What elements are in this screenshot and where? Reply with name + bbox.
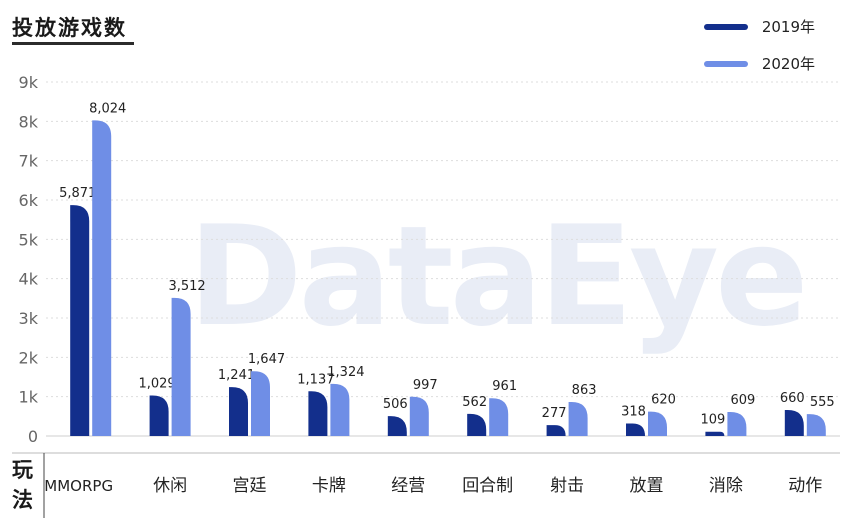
y-tick-label: 4k bbox=[19, 270, 39, 289]
category-label: 动作 bbox=[788, 476, 822, 496]
data-label: 609 bbox=[730, 393, 755, 408]
y-tick-label: 0 bbox=[28, 427, 38, 446]
data-label: 318 bbox=[621, 404, 646, 419]
y-tick-label: 7k bbox=[19, 152, 39, 171]
legend-swatch-2020 bbox=[703, 60, 748, 67]
y-tick-label: 8k bbox=[19, 112, 39, 131]
data-label: 109 bbox=[700, 413, 725, 428]
data-label: 1,137 bbox=[297, 372, 334, 387]
bar-2020 bbox=[806, 414, 826, 436]
legend-label-2019: 2019年 bbox=[761, 18, 815, 36]
bar-2020 bbox=[727, 412, 747, 436]
bar-2020 bbox=[171, 297, 191, 436]
bar-2019 bbox=[70, 205, 90, 436]
data-label: 506 bbox=[383, 397, 408, 412]
data-label: 863 bbox=[572, 383, 597, 398]
category-label: MMORPG bbox=[44, 477, 113, 495]
y-tick-label: 2k bbox=[19, 348, 39, 367]
bar-2019 bbox=[705, 431, 725, 436]
bar-2019 bbox=[784, 410, 804, 436]
legend: 2019年 2020年 bbox=[703, 16, 815, 74]
data-label: 3,512 bbox=[168, 279, 205, 294]
legend-swatch-2019 bbox=[703, 23, 748, 30]
category-label: 放置 bbox=[630, 476, 664, 496]
x-axis-title: 玩法 bbox=[12, 458, 33, 512]
bar-2019 bbox=[626, 423, 645, 436]
bar-2020 bbox=[330, 383, 350, 436]
bar-2019 bbox=[229, 387, 248, 436]
data-label: 1,241 bbox=[218, 368, 255, 383]
category-label: 射击 bbox=[550, 476, 584, 496]
y-tick-label: 3k bbox=[19, 309, 39, 328]
data-label: 997 bbox=[413, 378, 438, 393]
data-label: 555 bbox=[810, 395, 835, 410]
bar-2020 bbox=[251, 371, 270, 436]
category-label: 经营 bbox=[391, 476, 425, 496]
data-label: 660 bbox=[780, 391, 805, 406]
legend-label-2020: 2020年 bbox=[761, 55, 815, 73]
data-label: 277 bbox=[542, 406, 567, 421]
data-label: 5,871 bbox=[59, 186, 96, 201]
bar-2020 bbox=[409, 396, 429, 436]
data-label: 1,029 bbox=[138, 377, 175, 392]
category-label: 消除 bbox=[709, 476, 743, 496]
bar-2019 bbox=[308, 391, 328, 436]
legend-item-2019: 2019年 bbox=[703, 16, 815, 37]
y-tick-label: 5k bbox=[19, 230, 39, 249]
data-label: 961 bbox=[492, 379, 517, 394]
bar-2020 bbox=[568, 402, 588, 436]
data-label: 8,024 bbox=[89, 101, 126, 116]
chart-title: 投放游戏数 bbox=[12, 16, 127, 40]
bar-2020 bbox=[489, 398, 509, 436]
bar-2019 bbox=[149, 395, 169, 436]
y-tick-label: 1k bbox=[19, 388, 39, 407]
y-tick-label: 9k bbox=[19, 73, 39, 92]
category-label: 休闲 bbox=[153, 476, 187, 496]
data-label: 562 bbox=[462, 395, 487, 410]
bar-2020 bbox=[92, 120, 112, 436]
data-label: 1,647 bbox=[248, 352, 285, 367]
bar-2020 bbox=[648, 411, 667, 436]
data-label: 620 bbox=[651, 393, 676, 408]
bar-2019 bbox=[467, 413, 487, 436]
legend-item-2020: 2020年 bbox=[703, 53, 815, 74]
category-label: 回合制 bbox=[462, 476, 513, 496]
category-label: 宫廷 bbox=[233, 476, 267, 496]
data-label: 1,324 bbox=[327, 365, 364, 380]
category-label: 卡牌 bbox=[312, 476, 346, 496]
y-tick-label: 6k bbox=[19, 191, 39, 210]
bar-2019 bbox=[387, 416, 407, 436]
bar-2019 bbox=[546, 425, 566, 436]
title-underline bbox=[12, 42, 134, 45]
